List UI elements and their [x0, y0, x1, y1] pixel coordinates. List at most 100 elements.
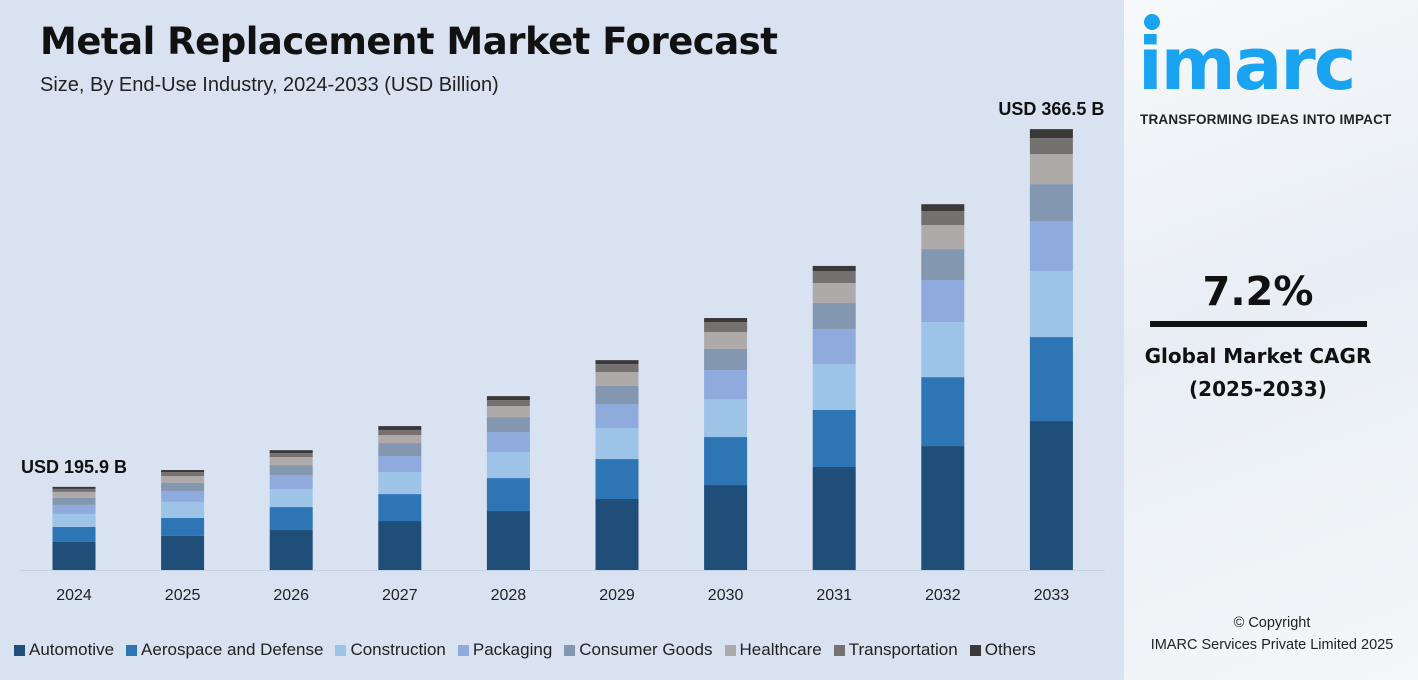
x-tick-label: 2030 — [708, 587, 744, 604]
legend-item-aerospace-and-defense: Aerospace and Defense — [126, 640, 323, 660]
bar-segment-construction-2030 — [704, 399, 748, 438]
bar-segment-aerospace-and-defense-2030 — [704, 437, 748, 486]
bar-segment-automotive-2025 — [161, 535, 205, 570]
bar-segment-transportation-2026 — [269, 453, 313, 458]
bar-segment-consumer-goods-2030 — [704, 348, 748, 371]
legend-label: Packaging — [472, 640, 553, 659]
legend-label: Others — [984, 640, 1036, 659]
bar-segment-healthcare-2026 — [269, 457, 313, 466]
legend: Automotive Aerospace and Defense Construct… — [14, 640, 1036, 660]
legend-swatch — [969, 644, 981, 656]
bar-segment-transportation-2027 — [378, 430, 422, 436]
legend-swatch — [335, 644, 347, 656]
bar-segment-packaging-2026 — [269, 475, 313, 490]
total-annotation: USD 195.9 B — [21, 457, 127, 477]
cagr-label-block: Global Market CAGR (2025-2033) — [1140, 340, 1376, 406]
bar-segment-aerospace-and-defense-2026 — [269, 507, 313, 531]
legend-label: Automotive — [29, 640, 115, 659]
bar-segment-automotive-2028 — [486, 511, 530, 570]
bar-segment-construction-2026 — [269, 489, 313, 508]
legend-item-consumer-goods: Consumer Goods — [564, 640, 713, 660]
bar-segment-others-2024 — [52, 486, 96, 489]
bar-segment-consumer-goods-2028 — [486, 417, 530, 433]
bar-segment-healthcare-2027 — [378, 435, 422, 444]
bar-segment-consumer-goods-2029 — [595, 386, 639, 405]
bar-segment-aerospace-and-defense-2025 — [161, 517, 205, 536]
bar-segment-construction-2029 — [595, 428, 639, 460]
legend-item-packaging: Packaging — [457, 640, 553, 660]
bar-segment-packaging-2031 — [812, 328, 856, 364]
bar-segment-construction-2024 — [52, 513, 96, 527]
legend-label: Transportation — [848, 640, 958, 659]
bar-segment-healthcare-2029 — [595, 372, 639, 387]
cagr-value: 7.2% — [1202, 269, 1314, 315]
bar-segment-automotive-2026 — [269, 530, 313, 570]
bar-segment-automotive-2030 — [704, 485, 748, 570]
bar-segment-transportation-2033 — [1029, 138, 1073, 155]
bar-segment-packaging-2025 — [161, 490, 205, 502]
x-tick-label: 2028 — [491, 587, 527, 604]
info-panel — [1124, 0, 1418, 680]
x-tick-label: 2029 — [599, 587, 635, 604]
bar-segment-automotive-2024 — [52, 541, 96, 570]
bar-segment-aerospace-and-defense-2028 — [486, 478, 530, 512]
bar-segment-transportation-2028 — [486, 400, 530, 407]
bar-segment-automotive-2029 — [595, 499, 639, 570]
bar-segment-others-2031 — [812, 265, 856, 271]
bar-segment-others-2033 — [1029, 129, 1073, 139]
bar-segment-aerospace-and-defense-2024 — [52, 526, 96, 542]
bar-segment-packaging-2032 — [921, 280, 965, 323]
bar-segment-construction-2028 — [486, 452, 530, 479]
bar-segment-transportation-2029 — [595, 364, 639, 373]
bar-segment-aerospace-and-defense-2033 — [1029, 337, 1073, 422]
cagr-divider — [1150, 321, 1367, 327]
bar-segment-packaging-2027 — [378, 456, 422, 473]
bar-segment-healthcare-2032 — [921, 225, 965, 250]
legend-label: Healthcare — [739, 640, 822, 659]
bar-segment-packaging-2030 — [704, 370, 748, 400]
legend-swatch — [457, 644, 469, 656]
bar-segment-aerospace-and-defense-2031 — [812, 409, 856, 467]
bar-segment-packaging-2033 — [1029, 221, 1073, 272]
bar-segment-automotive-2033 — [1029, 421, 1073, 570]
legend-swatch — [724, 644, 736, 656]
bar-segment-healthcare-2024 — [52, 491, 96, 498]
legend-swatch — [564, 644, 576, 656]
cagr-period: (2025-2033) — [1189, 377, 1327, 401]
bar-segment-consumer-goods-2025 — [161, 483, 205, 491]
legend-item-automotive: Automotive — [14, 640, 114, 660]
bar-segment-transportation-2024 — [52, 488, 96, 492]
imarc-logo: imarc — [1138, 14, 1408, 102]
bar-segment-healthcare-2030 — [704, 331, 748, 349]
bar-segment-aerospace-and-defense-2032 — [921, 377, 965, 447]
legend-label: Consumer Goods — [579, 640, 713, 659]
bar-segment-healthcare-2031 — [812, 283, 856, 303]
company-name: IMARC Services Private Limited 2025 — [1150, 637, 1394, 653]
legend-label: Aerospace and Defense — [141, 640, 324, 659]
bar-segment-consumer-goods-2033 — [1029, 184, 1073, 222]
x-tick-label: 2033 — [1034, 587, 1070, 604]
total-annotation: USD 366.5 B — [998, 99, 1104, 119]
bar-segment-others-2032 — [921, 204, 965, 212]
bar-segment-consumer-goods-2027 — [378, 443, 422, 457]
copyright: © Copyright — [1233, 615, 1311, 631]
bar-segment-others-2027 — [378, 426, 422, 431]
bar-segment-healthcare-2033 — [1029, 154, 1073, 185]
legend-item-healthcare: Healthcare — [724, 640, 822, 660]
legend-item-transportation: Transportation — [833, 640, 958, 660]
bar-segment-automotive-2031 — [812, 466, 856, 570]
x-tick-label: 2027 — [382, 587, 418, 604]
stacked-bar-chart: 2024 2025 2026 2027 2028 2029 2030 2031 2032 2033… — [20, 99, 1105, 604]
copyright-block: © Copyright IMARC Services Private Limit… — [1130, 612, 1414, 656]
chart-title: Metal Replacement Market Forecast — [40, 20, 778, 63]
bar-segment-transportation-2031 — [812, 270, 856, 284]
legend-swatch — [833, 644, 845, 656]
bar-segment-others-2030 — [704, 318, 748, 323]
bar-segment-consumer-goods-2024 — [52, 497, 96, 505]
bar-segment-healthcare-2025 — [161, 476, 205, 484]
bar-segment-aerospace-and-defense-2029 — [595, 459, 639, 500]
bar-segment-transportation-2032 — [921, 211, 965, 226]
bar-segment-construction-2027 — [378, 472, 422, 495]
bar-segment-construction-2031 — [812, 363, 856, 410]
x-tick-label: 2024 — [56, 587, 92, 604]
